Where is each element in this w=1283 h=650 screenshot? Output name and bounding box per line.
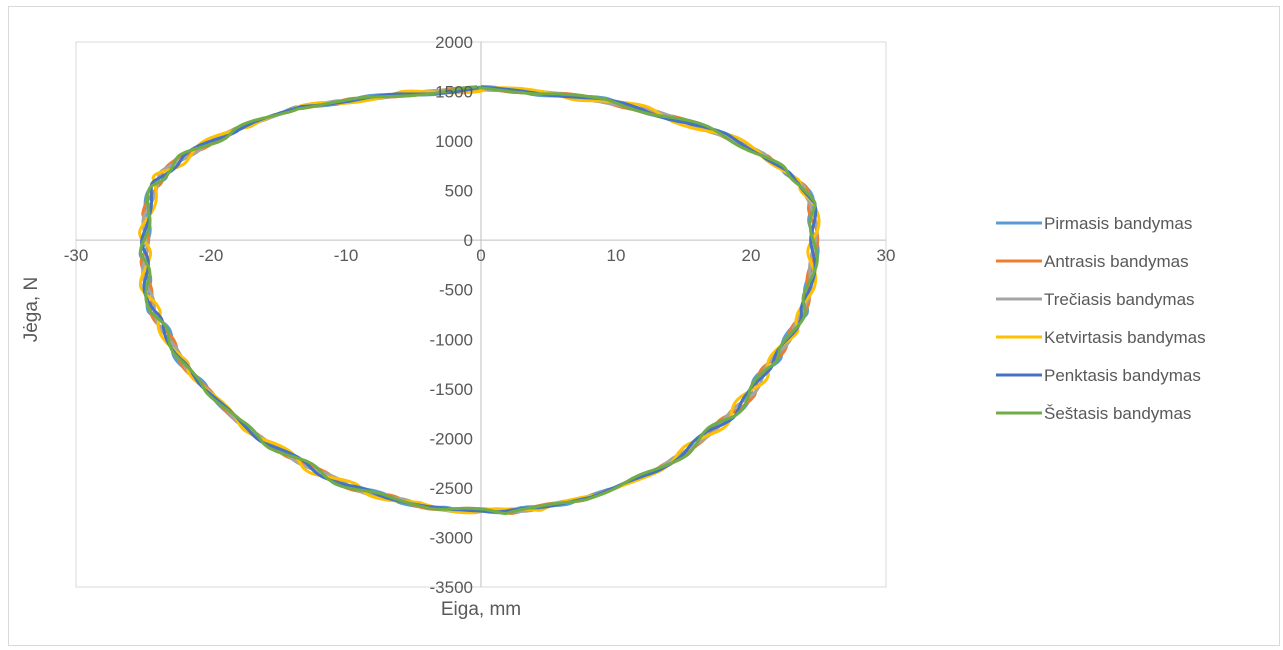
legend-label-3: Trečiasis bandymas [1044, 290, 1195, 309]
x-tick-label: -30 [64, 246, 89, 265]
x-tick-label: -20 [199, 246, 224, 265]
y-tick-label: -3500 [430, 578, 473, 597]
x-tick-label: 20 [742, 246, 761, 265]
y-tick-label: 2000 [435, 33, 473, 52]
series-line-1 [138, 84, 820, 515]
series-line-2 [139, 86, 820, 515]
legend-label-6: Šeštasis bandymas [1044, 404, 1191, 423]
legend-label-5: Penktasis bandymas [1044, 366, 1201, 385]
y-tick-label: -1000 [430, 330, 473, 349]
series-line-6 [139, 85, 819, 516]
x-tick-label: 10 [607, 246, 626, 265]
legend-label-1: Pirmasis bandymas [1044, 214, 1192, 233]
y-tick-label: -3000 [430, 528, 473, 547]
series-line-5 [140, 85, 818, 514]
y-tick-label: 500 [445, 182, 473, 201]
y-tick-label: -500 [439, 281, 473, 300]
chart-svg: -30 -20 -10 0 10 20 302000150010005000-500-100… [21, 33, 1206, 620]
legend-label-4: Ketvirtasis bandymas [1044, 328, 1206, 347]
legend-label-2: Antrasis bandymas [1044, 252, 1189, 271]
y-tick-label: 1500 [435, 83, 473, 102]
x-tick-label: 30 [877, 246, 896, 265]
y-tick-label: 0 [464, 231, 473, 250]
x-tick-label: -10 [334, 246, 359, 265]
chart-area: -30 -20 -10 0 10 20 30 2000 1500 1000 500 0 -500 -100… [8, 6, 1280, 646]
y-tick-label: 1000 [435, 132, 473, 151]
x-tick-label: 0 [476, 246, 485, 265]
x-axis-title: Eiga, mm [441, 599, 521, 620]
y-tick-label: -2500 [430, 479, 473, 498]
series-line-4 [138, 86, 821, 515]
y-tick-label: -1500 [430, 380, 473, 399]
series-line-3 [141, 88, 819, 514]
y-axis-title: Jėga, N [21, 277, 42, 342]
y-tick-label: -2000 [430, 429, 473, 448]
